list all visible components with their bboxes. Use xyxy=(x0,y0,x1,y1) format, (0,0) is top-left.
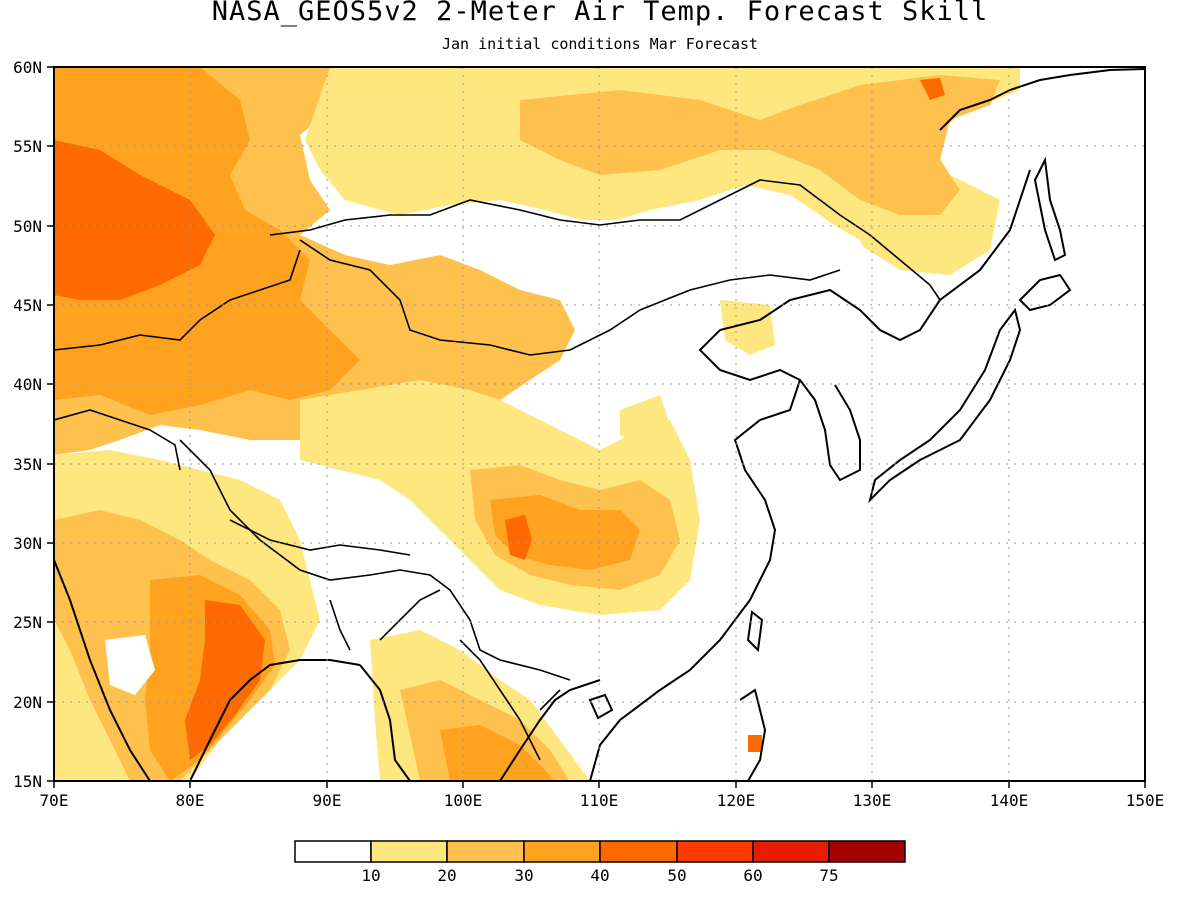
lat-tick-label: 30N xyxy=(13,534,42,553)
colorbar-label: 40 xyxy=(590,866,609,885)
lon-tick-label: 70E xyxy=(40,791,69,810)
lat-tick-label: 25N xyxy=(13,613,42,632)
lat-tick-label: 35N xyxy=(13,455,42,474)
coastline-philippines xyxy=(739,688,767,781)
colorbar-label: 75 xyxy=(819,866,838,885)
colorbar-label: 10 xyxy=(361,866,380,885)
lon-tick-label: 80E xyxy=(176,791,205,810)
border-himalaya xyxy=(229,519,411,556)
colorbar-label: 20 xyxy=(437,866,456,885)
border-kazakhstan-china xyxy=(54,249,301,351)
lat-tick-label: 15N xyxy=(13,772,42,791)
lat-tick-label: 55N xyxy=(13,137,42,156)
map-subtitle: Jan initial conditions Mar Forecast xyxy=(441,35,759,53)
border-mongolia-china xyxy=(299,239,841,356)
colorbar-swatch xyxy=(523,840,601,863)
coastline-korea xyxy=(799,379,861,482)
map-title: NASA_GEOS5v2 2-Meter Air Temp. Forecast … xyxy=(211,0,989,27)
border-bangladesh-myanmar xyxy=(329,589,441,651)
gridlines xyxy=(54,67,1145,781)
colorbar-swatch xyxy=(599,840,678,863)
skill-region-taiwan xyxy=(748,735,762,752)
lat-tick-label: 45N xyxy=(13,296,42,315)
border-central-asia xyxy=(54,409,181,471)
coastline-hainan xyxy=(588,693,614,720)
lat-tick-label: 20N xyxy=(13,693,42,712)
coastline-india xyxy=(54,559,361,781)
coastline-kamchatka-okhotsk xyxy=(939,68,1145,131)
colorbar-swatch xyxy=(676,840,754,863)
skill-region-shandong xyxy=(620,395,670,445)
lat-tick-labels: 60N 55N 50N 45N 40N 35N 30N 25N 20N 15N xyxy=(13,58,42,791)
coastline-indochina xyxy=(359,664,601,781)
coastline-sakhalin xyxy=(1033,156,1067,262)
border-russia-mongolia xyxy=(269,179,941,301)
skill-region-north-spot xyxy=(920,78,945,100)
skill-region-mongolia-clear xyxy=(450,200,880,310)
coastline-taiwan xyxy=(746,610,764,653)
lon-tick-label: 90E xyxy=(313,791,342,810)
colorbar-swatch xyxy=(752,840,830,863)
lat-tick-label: 50N xyxy=(13,217,42,236)
colorbar-swatch xyxy=(446,840,525,863)
lon-tick-label: 110E xyxy=(580,791,619,810)
coastline-hokkaido xyxy=(1018,273,1072,312)
skill-region-west-peak xyxy=(54,140,215,300)
lon-tick-label: 120E xyxy=(717,791,756,810)
skill-field xyxy=(54,67,1145,781)
skill-region-india-clear xyxy=(105,635,155,695)
lon-tick-label: 140E xyxy=(990,791,1029,810)
borders xyxy=(54,179,941,761)
skill-region-india-peak xyxy=(185,600,265,760)
lon-tick-label: 100E xyxy=(444,791,483,810)
colorbar-swatch xyxy=(370,840,448,863)
colorbar-label: 60 xyxy=(743,866,762,885)
lon-tick-labels: 70E 80E 90E 100E 110E 120E 130E 140E 150… xyxy=(40,791,1165,810)
lon-tick-label: 150E xyxy=(1126,791,1165,810)
colorbar-label: 30 xyxy=(514,866,533,885)
border-china-south xyxy=(179,439,571,681)
border-indochina xyxy=(459,639,561,761)
skill-region-indochina-strong xyxy=(440,725,555,781)
skill-region-sichuan-peak xyxy=(505,515,532,560)
lat-tick-label: 40N xyxy=(13,375,42,394)
skill-region-north-mid xyxy=(520,75,1000,215)
colorbar-swatch xyxy=(828,840,906,863)
coastline-east-asia xyxy=(589,169,1031,781)
lon-tick-label: 130E xyxy=(853,791,892,810)
colorbar: 10 20 30 40 50 60 75 xyxy=(294,840,906,885)
colorbar-swatch xyxy=(294,840,372,863)
colorbar-label: 50 xyxy=(667,866,686,885)
skill-region-east-china xyxy=(720,300,775,355)
lat-tick-label: 60N xyxy=(13,58,42,77)
coastlines xyxy=(54,68,1145,781)
coastline-japan xyxy=(868,307,1022,504)
tick-marks xyxy=(47,66,1146,788)
